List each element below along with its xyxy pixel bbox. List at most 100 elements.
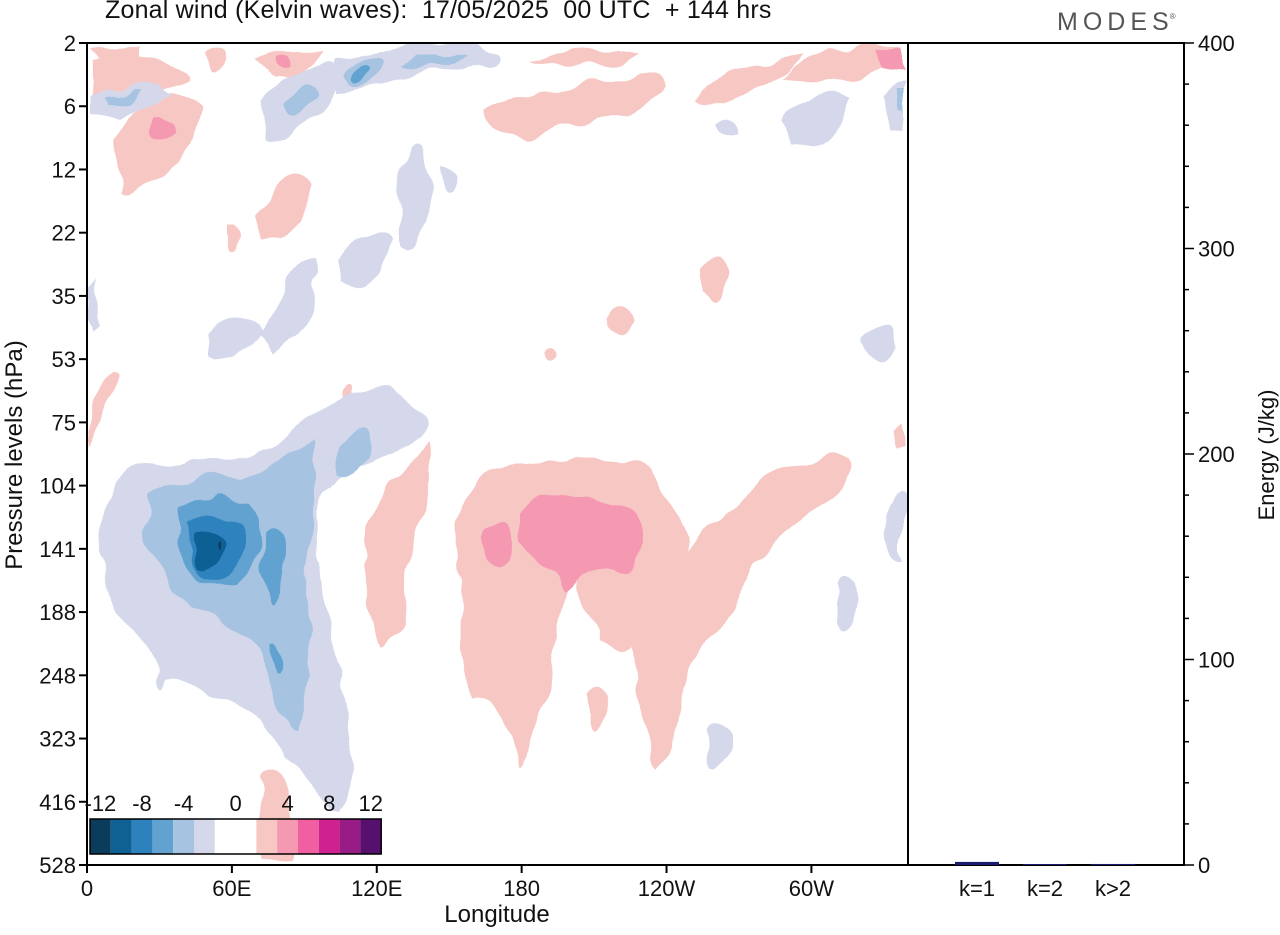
energy-bar-label: k=2 (1027, 876, 1063, 901)
pressure-tick-label: 141 (39, 537, 76, 562)
contour-region-neg2 (265, 254, 319, 350)
colorbar-label: 4 (281, 791, 293, 816)
pressure-tick-label: 6 (64, 94, 76, 119)
contour-region-pos2 (895, 425, 905, 452)
contour-region-neg2 (92, 85, 175, 120)
contour-region-neg2 (838, 576, 855, 631)
longitude-tick-label: 180 (503, 876, 540, 901)
pressure-tick-label: 248 (39, 663, 76, 688)
contour-region-pos4 (270, 53, 291, 69)
contour-region-pos2 (700, 253, 728, 301)
contour-region-pos2 (540, 345, 556, 360)
pressure-tick-label: 12 (52, 157, 76, 182)
energy-tick-label: 200 (1198, 442, 1235, 467)
contour-region-pos2 (780, 44, 905, 82)
contour-region-pos2 (690, 55, 800, 103)
x-axis-label: Longitude (444, 901, 549, 928)
contour-region-neg2 (338, 229, 392, 290)
contour-region-neg4 (400, 56, 470, 69)
contour-region-pos2 (255, 174, 312, 241)
contour-region-pos2 (605, 310, 635, 332)
contour-region-pos4 (875, 45, 905, 70)
longitude-axis: 0 60E 120E 180 120W 60W (81, 865, 834, 901)
pressure-tick-label: 104 (39, 474, 76, 499)
energy-axis-label: Energy (J/kg) (1254, 390, 1279, 521)
colorbar: -12 -8 -4 0 4 8 12 (85, 791, 383, 855)
longitude-tick-label: 120W (638, 876, 696, 901)
contour-region-pos2 (205, 48, 226, 72)
pressure-tick-label: 528 (39, 853, 76, 878)
contour-region-neg2 (210, 315, 268, 361)
contour-region-neg2 (715, 119, 741, 141)
colorbar-swatch (194, 819, 215, 854)
contour-region-pos2 (90, 368, 118, 445)
contour-region-neg2 (398, 147, 430, 253)
contour-region-neg2 (780, 95, 855, 146)
colorbar-swatch (152, 819, 174, 854)
contour-region-pos2 (530, 50, 640, 66)
colorbar-swatch (277, 819, 298, 854)
colorbar-swatch (298, 819, 319, 854)
colorbar-swatch (360, 819, 382, 854)
contour-region-neg2 (90, 280, 100, 330)
brand-name: MODES (1057, 8, 1174, 36)
colorbar-label: -4 (174, 791, 194, 816)
plot-frame (86, 42, 1185, 866)
longitude-tick-label: 60W (789, 876, 834, 901)
chart-title: Zonal wind (Kelvin waves): 17/05/2025 00… (105, 0, 772, 24)
energy-bar-k1 (955, 861, 999, 865)
contour-region-pos2 (485, 75, 660, 141)
contour-region-neg2 (705, 722, 728, 772)
contour-region-pos2 (363, 440, 433, 650)
contour-region-pos4 (483, 521, 512, 571)
energy-tick-label: 400 (1198, 31, 1235, 56)
contour-region-neg6 (260, 530, 285, 605)
energy-bars: k=1 k=2 k>2 (955, 861, 1135, 901)
colorbar-label: -8 (132, 791, 152, 816)
energy-tick-label: 300 (1198, 237, 1235, 262)
colorbar-swatch (214, 819, 236, 854)
longitude-tick-label: 0 (81, 876, 93, 901)
colorbar-swatch (110, 819, 132, 854)
contour-region-neg6 (272, 644, 283, 675)
brand-registered-mark: ® (1169, 12, 1176, 21)
colorbar-frame (89, 818, 382, 855)
colorbar-swatch (318, 819, 340, 854)
contour-region-pos2 (585, 690, 608, 729)
pressure-tick-label: 2 (64, 31, 76, 56)
contour-region-pos2 (115, 96, 205, 195)
energy-tick-label: 0 (1198, 853, 1210, 878)
pressure-tick-label: 75 (52, 410, 76, 435)
pressure-tick-label: 22 (52, 221, 76, 246)
contour-region-pos2 (480, 618, 506, 669)
energy-bar-label: k>2 (1095, 876, 1131, 901)
colorbar-label: 8 (323, 791, 335, 816)
contour-region-neg12 (212, 541, 220, 554)
energy-axis: 0 100 200 300 400 (1184, 31, 1235, 878)
contour-region-neg6 (352, 62, 369, 84)
y-axis-label: Pressure levels (hPa) (1, 340, 28, 569)
longitude-tick-label: 60E (212, 876, 251, 901)
contour-region-pos2 (229, 228, 240, 250)
pressure-tick-label: 323 (39, 727, 76, 752)
contour-region-neg2 (439, 164, 456, 192)
pressure-tick-label: 35 (52, 284, 76, 309)
contour-region-neg4 (285, 83, 316, 113)
contour-region-pos2 (90, 45, 145, 62)
contour-region-pos4 (520, 496, 642, 590)
longitude-tick-label: 120E (351, 876, 402, 901)
colorbar-swatch (90, 819, 111, 854)
colorbar-swatch (235, 819, 257, 854)
colorbar-swatch (339, 819, 361, 854)
energy-bar-k2 (1023, 864, 1067, 865)
colorbar-swatch (256, 819, 278, 854)
contour-region-neg4 (105, 92, 140, 105)
contour-region-neg2 (865, 326, 899, 362)
pressure-tick-label: 188 (39, 600, 76, 625)
contour-field (90, 44, 905, 862)
contour-region-pos2 (630, 454, 853, 775)
contour-region-neg4 (898, 92, 905, 112)
energy-tick-label: 100 (1198, 648, 1235, 673)
